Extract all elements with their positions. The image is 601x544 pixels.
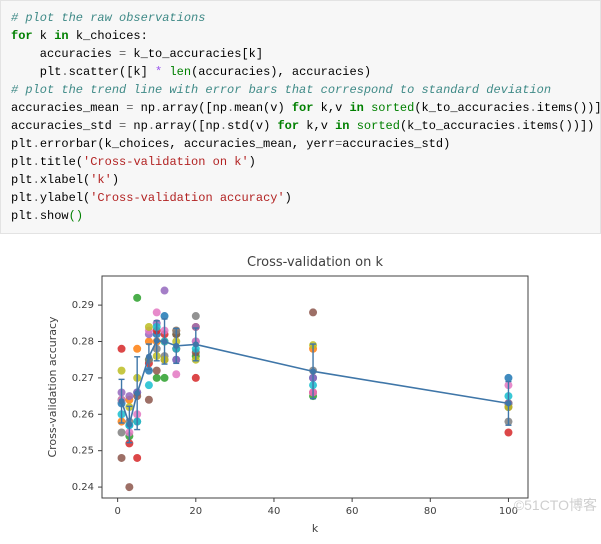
code-token: plt: [11, 65, 61, 79]
code-token: (k_to_accuracies: [414, 101, 529, 115]
svg-text:40: 40: [268, 506, 281, 517]
code-token: .: [33, 137, 40, 151]
code-token: for: [11, 29, 33, 43]
svg-text:20: 20: [189, 506, 202, 517]
chart-panel: 0 20 40 60 80 100 0.24 0.25 0.26 0.27 0.28 0.29 Cros…: [0, 234, 601, 544]
code-token: sorted: [371, 101, 414, 115]
code-token: 'k': [90, 173, 112, 187]
code-token: .: [61, 65, 68, 79]
svg-text:k: k: [312, 522, 319, 535]
code-token: plt: [11, 137, 33, 151]
code-token: title(: [40, 155, 83, 169]
code-token: array([np: [162, 101, 227, 115]
svg-text:60: 60: [346, 506, 359, 517]
svg-text:0.25: 0.25: [72, 446, 94, 457]
code-token: k: [33, 29, 55, 43]
code-token: for: [277, 119, 299, 133]
code-token: ): [112, 173, 119, 187]
code-token: std(v): [227, 119, 277, 133]
code-token: (): [69, 209, 83, 223]
code-token: items())]): [537, 101, 601, 115]
code-token: ): [249, 155, 256, 169]
code-token: in: [54, 29, 68, 43]
code-token: xlabel(: [40, 173, 90, 187]
code-token: plt: [11, 191, 33, 205]
code-token: k_to_accuracies[k]: [126, 47, 263, 61]
code-token: (k_to_accuracies: [400, 119, 515, 133]
svg-text:Cross-validation accuracy: Cross-validation accuracy: [46, 316, 59, 458]
code-token: np: [133, 101, 155, 115]
code-token: k_choices:: [69, 29, 148, 43]
code-token: len: [169, 65, 191, 79]
code-token: 'Cross-validation on k': [83, 155, 249, 169]
code-token: (accuracies), accuracies): [191, 65, 371, 79]
svg-text:0.26: 0.26: [72, 409, 94, 420]
svg-text:0.29: 0.29: [72, 300, 94, 311]
code-token: accuracies_mean: [11, 101, 126, 115]
code-token: 'Cross-validation accuracy': [90, 191, 284, 205]
code-token: # plot the trend line with error bars th…: [11, 83, 551, 97]
code-token: mean(v): [234, 101, 292, 115]
code-block: # plot the raw observations for k in k_ch…: [0, 0, 601, 234]
code-token: errorbar(k_choices, accuracies_mean, yer…: [40, 137, 335, 151]
code-token: array([np: [155, 119, 220, 133]
code-token: np: [126, 119, 148, 133]
code-token: ylabel(: [40, 191, 90, 205]
code-token: plt: [11, 209, 33, 223]
svg-text:100: 100: [499, 506, 518, 517]
svg-text:0: 0: [114, 506, 120, 517]
code-token: accuracies_std: [11, 119, 119, 133]
code-token: ): [285, 191, 292, 205]
code-token: .: [33, 209, 40, 223]
code-token: sorted: [357, 119, 400, 133]
svg-text:0.28: 0.28: [72, 337, 94, 348]
code-token: accuracies_std): [342, 137, 450, 151]
code-token: .: [33, 155, 40, 169]
code-token: k,v: [313, 101, 349, 115]
code-token: accuracies: [11, 47, 119, 61]
code-token: show: [40, 209, 69, 223]
code-token: plt: [11, 155, 33, 169]
code-token: items())]): [522, 119, 594, 133]
code-token: [364, 101, 371, 115]
code-token: k,v: [299, 119, 335, 133]
code-token: plt: [11, 173, 33, 187]
code-token: .: [33, 191, 40, 205]
svg-text:0.27: 0.27: [72, 373, 94, 384]
code-token: [350, 119, 357, 133]
svg-text:Cross-validation on k: Cross-validation on k: [247, 255, 383, 270]
code-token: .: [530, 101, 537, 115]
cross-validation-chart: 0 20 40 60 80 100 0.24 0.25 0.26 0.27 0.28 0.29 Cros…: [40, 248, 540, 538]
code-token: for: [292, 101, 314, 115]
svg-text:80: 80: [424, 506, 437, 517]
svg-text:0.24: 0.24: [72, 482, 94, 493]
code-token: in: [335, 119, 349, 133]
code-token: scatter([k]: [69, 65, 155, 79]
code-token: .: [33, 173, 40, 187]
code-token: .: [220, 119, 227, 133]
code-token: .: [148, 119, 155, 133]
code-token: in: [349, 101, 363, 115]
code-token: # plot the raw observations: [11, 11, 205, 25]
